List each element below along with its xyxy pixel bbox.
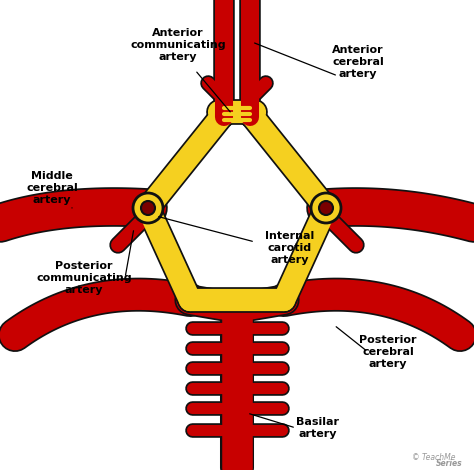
Text: Series: Series — [437, 460, 463, 469]
Text: Posterior
cerebral
artery: Posterior cerebral artery — [359, 336, 417, 368]
Text: Posterior
communicating
artery: Posterior communicating artery — [36, 261, 132, 295]
Circle shape — [141, 201, 155, 215]
Circle shape — [319, 201, 333, 215]
Circle shape — [311, 193, 341, 223]
Text: Internal
carotid
artery: Internal carotid artery — [265, 231, 315, 265]
Text: Basilar
artery: Basilar artery — [297, 417, 339, 439]
Text: Middle
cerebral
artery: Middle cerebral artery — [26, 172, 78, 204]
Text: Anterior
cerebral
artery: Anterior cerebral artery — [332, 46, 384, 78]
Text: © TeachMe: © TeachMe — [412, 454, 456, 462]
Text: Anterior
communicating
artery: Anterior communicating artery — [130, 28, 226, 62]
Circle shape — [133, 193, 163, 223]
